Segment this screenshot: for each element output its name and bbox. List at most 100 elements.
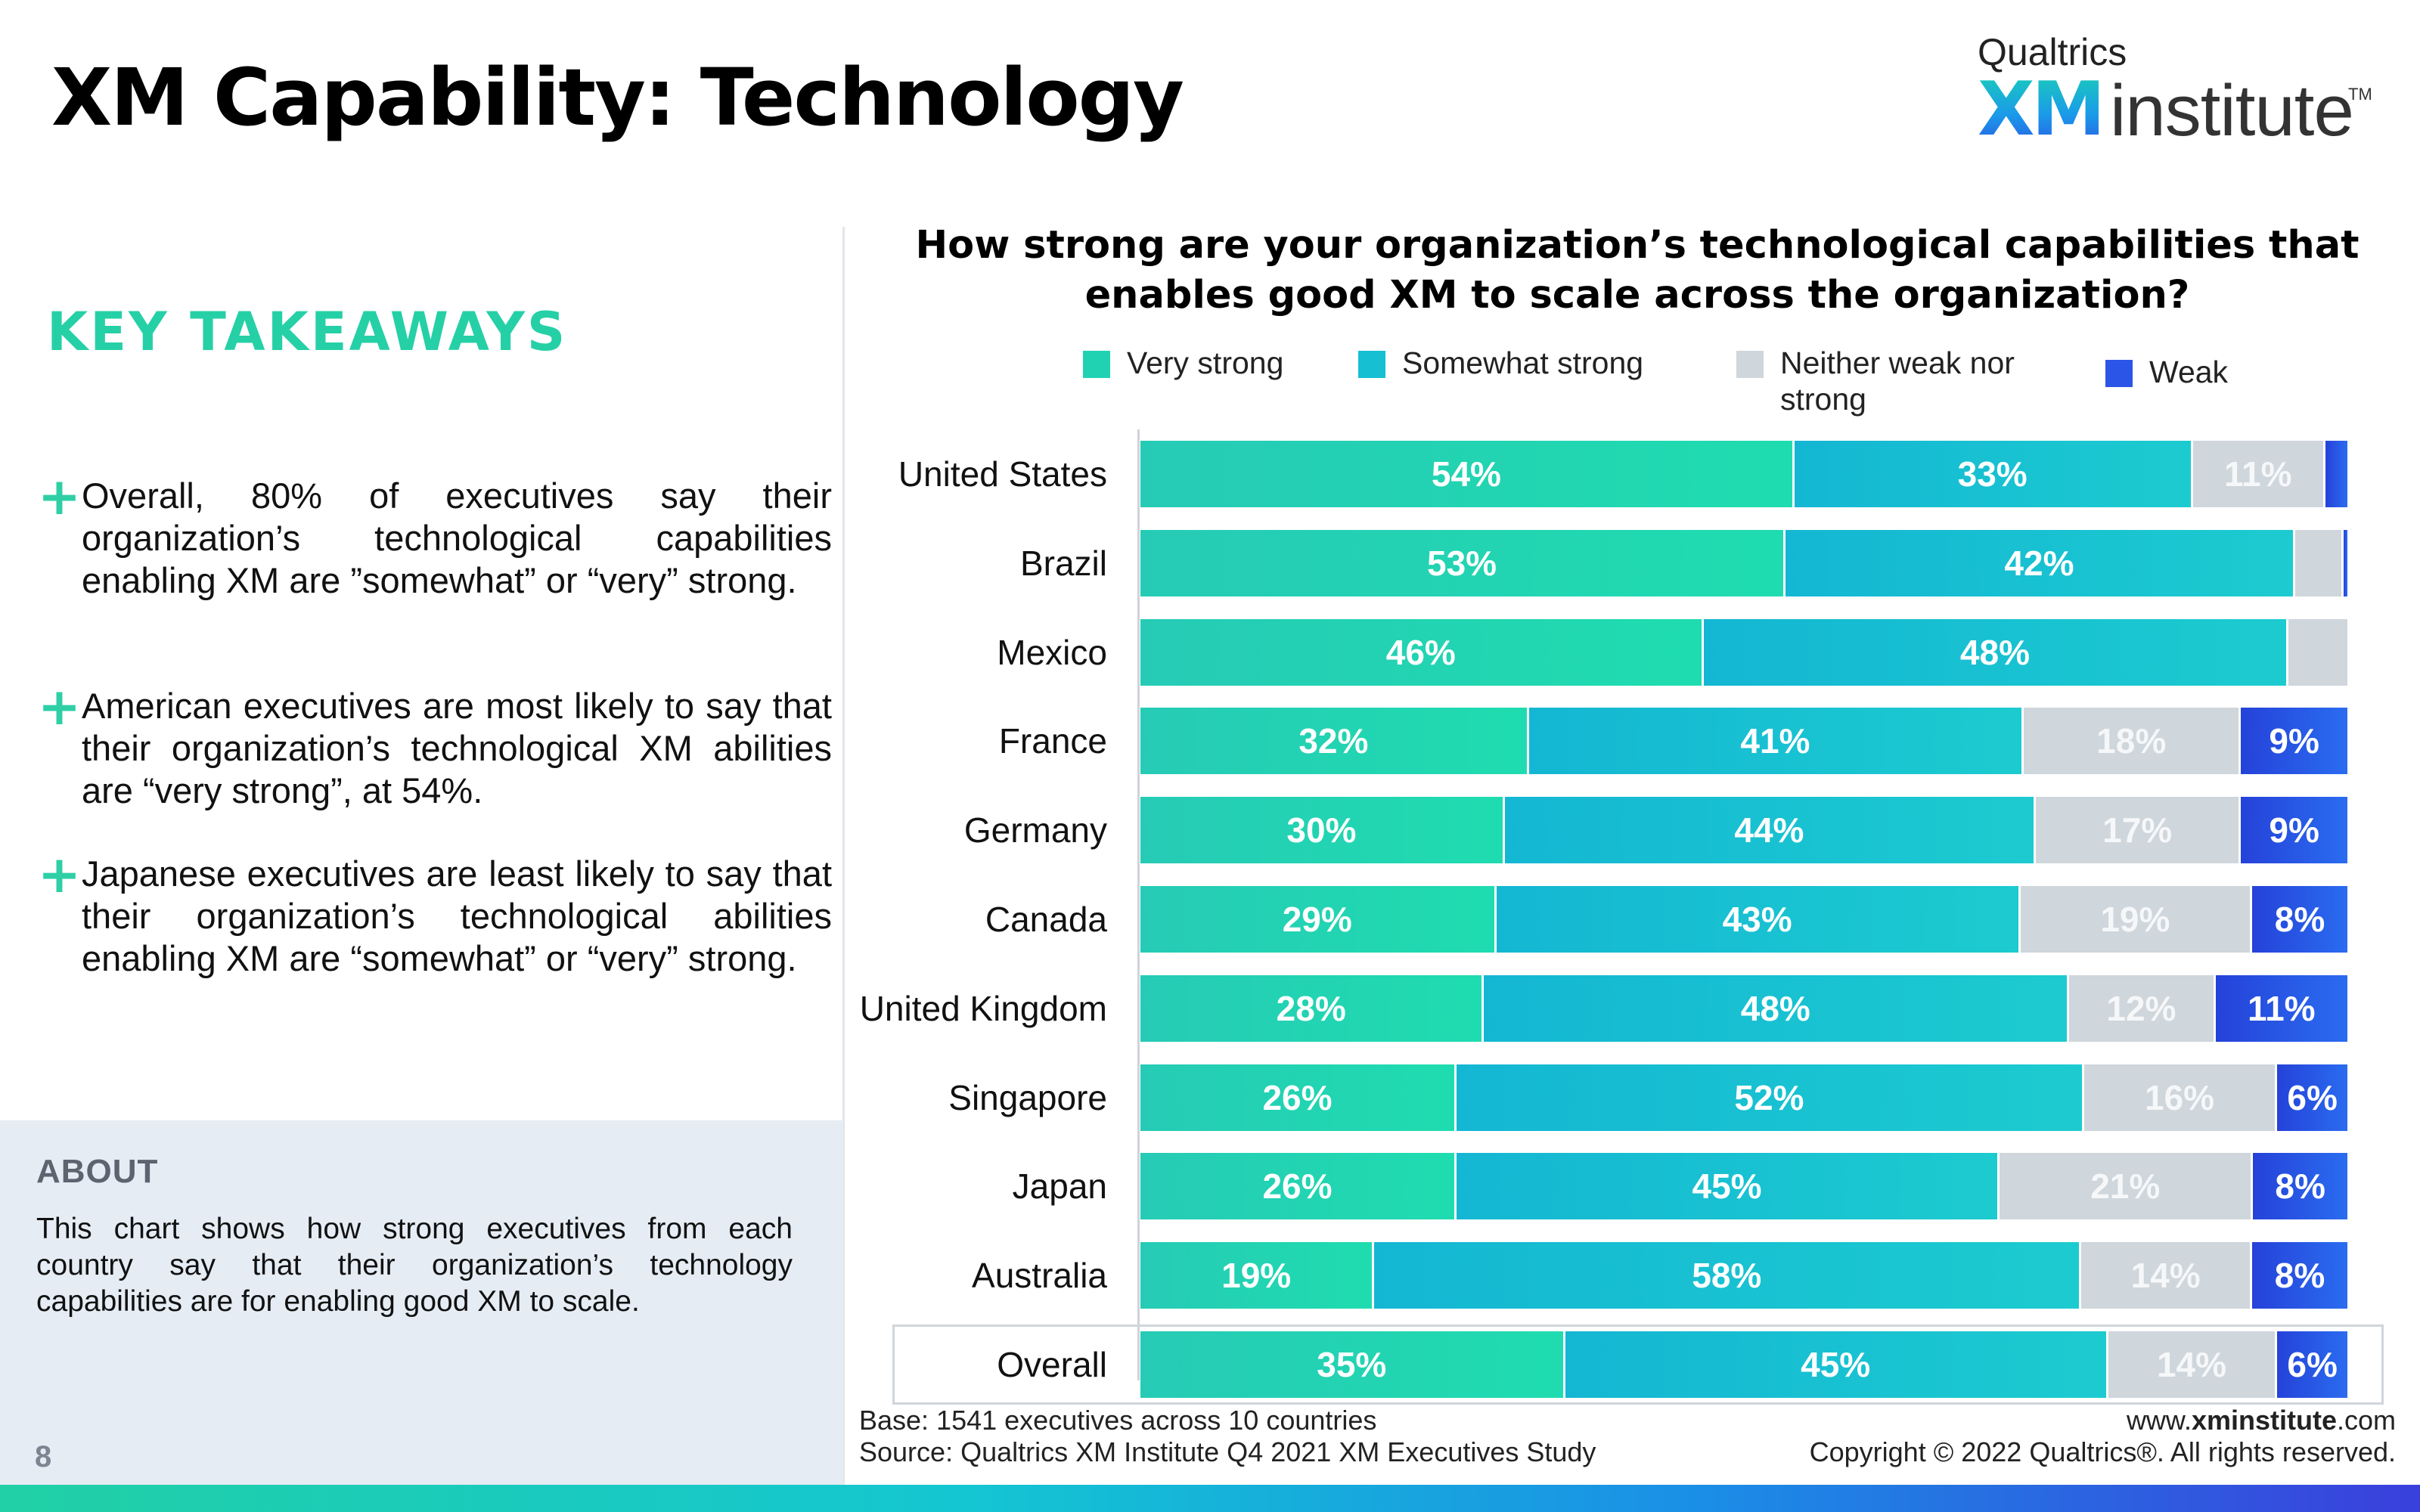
data-label: 42% [2004,544,2074,583]
xm-institute-logo: Qualtrics XM institute TM [1978,30,2372,153]
takeaway-text: American executives are most likely to s… [82,686,832,810]
category-label: Singapore [948,1078,1107,1117]
legend-label: Weak [2149,355,2229,389]
bar-row: 54% 33% 11% [1140,441,2347,507]
bar-segment-somewhat-strong: 41% [1526,708,2022,774]
plus-icon: + [38,677,81,737]
category-label: Germany [963,810,1107,850]
page-title: XM Capability: Technology [51,51,1184,144]
bar-segment-weak: 8% [2250,886,2347,953]
legend-swatch-somewhat-strong [1358,351,1385,378]
category-label: United States [898,454,1107,494]
data-label: 45% [1801,1345,1871,1384]
footer-notes: Base: 1541 executives across 10 countrie… [859,1405,1596,1468]
key-takeaways-heading: KEY TAKEAWAYS [47,301,568,363]
data-label: 17% [2102,810,2173,850]
bar-segment-weak: 8% [2250,1242,2347,1309]
data-label: 6% [2287,1078,2338,1117]
footer-source: Source: Qualtrics XM Institute Q4 2021 X… [859,1436,1596,1467]
footer-base: Base: 1541 executives across 10 countrie… [859,1405,1377,1436]
bar-row: 28% 48% 12% 11% [1140,975,2347,1042]
bar-segment-somewhat-strong: 33% [1792,441,2191,507]
data-label: 26% [1262,1167,1333,1206]
bar-row: 26% 52% 16% 6% [1140,1064,2347,1131]
data-label: 9% [2269,810,2319,850]
data-label: 28% [1276,989,1346,1028]
logo-xm-text: XM [1978,67,2105,153]
bar-segment-somewhat-strong: 44% [1502,797,2034,863]
bar-segment-very-strong: 32% [1140,708,1527,774]
bar-segment-neither: 16% [2081,1064,2276,1131]
page-number: 8 [35,1440,52,1473]
about-heading: ABOUT [36,1153,159,1190]
about-panel [0,1120,843,1486]
bar-segment-weak: 9% [2238,708,2347,774]
bar-row: 32% 41% 18% 9% [1140,708,2347,774]
bar-row: 46% 48% [1140,619,2347,686]
bar-segment-weak: 9% [2238,797,2347,863]
data-label: 16% [2145,1078,2215,1117]
legend-swatch-weak [2105,360,2133,387]
data-label: 11% [2224,454,2292,494]
site-bold: xminstitute [2191,1405,2337,1436]
data-label: 8% [2274,1256,2325,1295]
category-label: Australia [972,1256,1107,1295]
bottom-gradient-bar [0,1485,2420,1512]
bar-row: 30% 44% 17% 9% [1140,797,2347,863]
data-label: 41% [1740,721,1810,761]
bar-segment-neither: 19% [2018,886,2251,953]
category-label: Canada [985,900,1107,939]
data-label: 54% [1431,454,1501,494]
bar-segment-weak: 8% [2251,1153,2347,1219]
data-label: 33% [1957,454,2028,494]
data-label: 30% [1286,810,1357,850]
legend-swatch-very-strong [1083,351,1110,378]
data-label: 14% [2156,1345,2227,1384]
data-label: 58% [1692,1256,1762,1295]
data-label: 19% [2100,900,2170,939]
data-label: 46% [1385,633,1456,672]
chart-category-axis [1137,429,1140,1380]
data-label: 6% [2287,1345,2338,1384]
legend-label: Very strong [1127,345,1284,380]
bar-segment-very-strong: 35% [1140,1331,1563,1398]
bar-row: 35% 45% 14% 6% [1140,1331,2347,1398]
data-label: 48% [1740,989,1810,1028]
bar-segment-weak: 6% [2275,1331,2347,1398]
data-label: 26% [1262,1078,1333,1117]
legend-swatch-neither [1736,351,1764,378]
overall-row-highlight [892,1325,2384,1405]
bar-segment-neither: 21% [1997,1153,2251,1219]
bar-segment-somewhat-strong: 48% [1481,975,2068,1042]
bar-segment-very-strong: 28% [1140,975,1482,1042]
bar-row: 53% 42% [1140,530,2347,596]
legend-label: Neither weak nor strong [1780,345,2015,417]
chart-title: How strong are your organization’s techn… [915,223,2360,318]
bar-segment-very-strong: 53% [1140,530,1784,596]
bar-segment-very-strong: 30% [1140,797,1503,863]
column-divider [842,227,845,1486]
data-label: 45% [1692,1167,1762,1206]
data-label: 29% [1282,900,1352,939]
bar-row: 19% 58% 14% 8% [1140,1242,2347,1309]
takeaway-text: Overall, 80% of executives say their org… [82,476,832,600]
data-label: 8% [2275,1167,2325,1206]
data-label: 53% [1427,544,1497,583]
footer-website-link[interactable]: www.xminstitute.com [1664,1405,2396,1436]
plus-icon: + [38,845,81,905]
bar-segment-weak [2323,441,2347,507]
data-label: 12% [2106,989,2176,1028]
data-label: 21% [2090,1167,2161,1206]
logo-trademark: TM [2348,85,2372,104]
footer-copyright: Copyright © 2022 Qualtrics®. All rights … [1809,1436,2396,1467]
data-label: 9% [2269,721,2319,761]
bar-segment-somewhat-strong: 45% [1454,1153,1998,1219]
logo-qualtrics-text: Qualtrics [1978,31,2127,73]
category-label: France [998,721,1107,761]
bar-segment-neither: 11% [2190,441,2324,507]
bar-row: 26% 45% 21% 8% [1140,1153,2347,1219]
bar-segment-weak: 11% [2213,975,2347,1042]
data-label: 14% [2130,1256,2201,1295]
bar-segment-somewhat-strong: 42% [1783,530,2293,596]
bar-segment-very-strong: 54% [1140,441,1792,507]
